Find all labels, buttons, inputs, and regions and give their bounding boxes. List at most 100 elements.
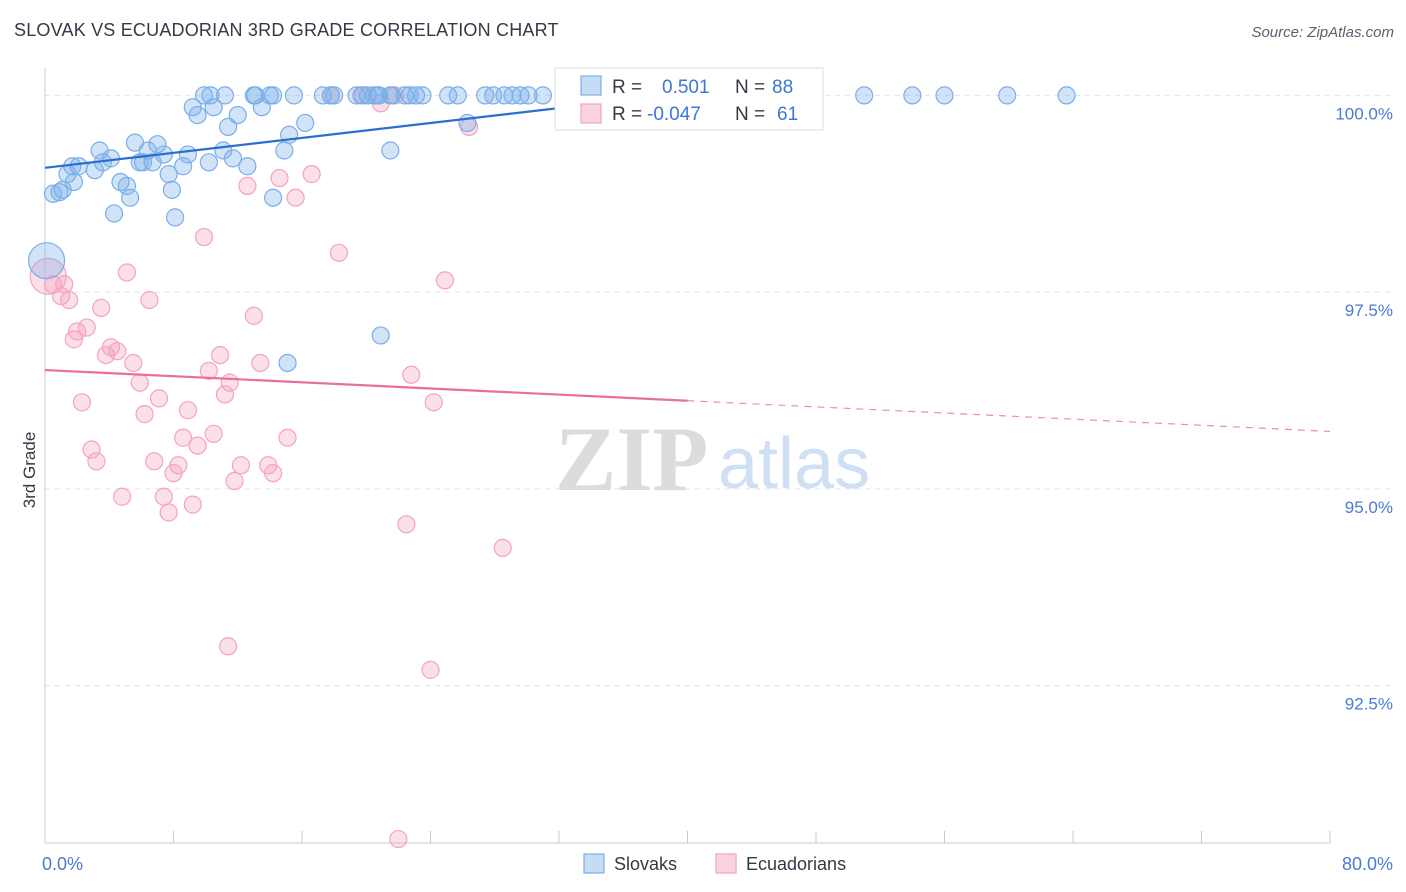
legend-ecuadorians-swatch [715,853,737,874]
watermark: ZIP atlas [555,408,870,510]
slovak-n-label: N = [735,77,765,98]
slovak-point [223,149,243,168]
ecuadorian-point [154,487,173,506]
ecuadorian-trend-extension [687,400,1331,433]
ecuadorian-point [286,188,305,207]
y-tick-label: 92.5% [1345,695,1393,714]
slovak-point [484,86,503,105]
slovak-point [194,86,214,105]
slovak-point [219,117,238,136]
slovak-point [448,86,467,105]
ecuadorian-point [68,322,87,341]
slovak-point [159,165,178,184]
slovak-point [104,204,124,223]
ecuadorian-point [263,464,283,483]
source-label: Source: ZipAtlas.com [1251,24,1394,41]
slovak-point [519,86,538,105]
ecuadorian-point [389,829,408,849]
ecuadorian-r-label: R = [612,104,642,125]
ecuadorian-point [169,456,188,475]
slovak-point [188,105,207,125]
chart-title: SLOVAK VS ECUADORIAN 3RD GRADE CORRELATI… [14,20,559,40]
ecuadorian-point [92,298,111,317]
ecuadorian-point [302,165,321,184]
y-tick-label: 100.0% [1335,104,1393,123]
ecuadorian-trend-line [44,368,688,402]
slovak-r-label: R = [612,77,642,98]
y-axis-label: 3rd Grade [20,432,39,509]
ecuadorian-point [55,275,74,294]
slovak-point [133,153,153,172]
ecuadorian-point [493,538,512,557]
ecuadorian-point [112,487,132,506]
ecuadorian-point [145,452,164,471]
ecuadorian-n-label: N = [735,104,765,125]
slovak-point [263,188,283,207]
y-tick-label: 95.0% [1345,498,1393,517]
y-tick-label: 97.5% [1345,301,1393,320]
slovak-points [28,86,1076,373]
y-tick-labels: 100.0% 97.5% 95.0% 92.5% [1335,104,1393,713]
ecuadorian-point [135,405,154,424]
ecuadorian-point [149,389,169,408]
ecuadorian-point [424,393,443,412]
ecuadorian-point [159,503,178,522]
ecuadorian-point [59,290,79,310]
ecuadorian-point [178,401,198,420]
ecuadorian-point [194,227,214,247]
ecuadorian-point [238,176,257,196]
slovak-point [855,86,874,105]
ecuadorian-point [244,306,263,325]
slovak-point [368,86,387,105]
ecuadorian-point [421,660,440,679]
ecuadorian-point [82,440,101,459]
legend-slovaks-label: Slovaks [614,854,677,874]
slovak-point [64,172,84,192]
slovak-point [121,188,140,207]
ecuadorian-point [329,243,349,262]
ecuadorian-swatch [580,103,602,124]
slovak-point [28,242,66,280]
ecuadorian-point [225,471,244,491]
slovak-r-value: 0.501 [662,77,710,98]
slovak-point [352,86,371,105]
slovak-point [215,86,234,105]
x-tick-labels: 0.0% 80.0% [42,854,1393,874]
ecuadorian-point [124,353,143,373]
ecuadorian-point [215,385,234,404]
slovak-point [275,141,294,160]
ecuadorian-point [251,353,270,373]
slovak-point [371,326,390,345]
slovak-point [50,183,69,202]
ecuadorian-point [77,318,96,337]
slovak-swatch [580,75,602,96]
slovak-point [935,86,954,105]
slovak-point [284,86,304,105]
ecuadorian-point [72,393,92,412]
slovak-point [166,208,185,227]
slovak-point [1057,86,1076,105]
ecuadorian-point [270,168,289,188]
ecuadorian-point [117,263,137,282]
ecuadorian-point [183,495,202,514]
slovak-n-value: 88 [772,77,793,98]
slovak-point [263,86,283,105]
slovak-point [178,145,198,164]
ecuadorian-point [210,346,230,365]
slovak-point [321,86,341,105]
ecuadorian-point [435,271,455,290]
ecuadorian-point [397,515,416,534]
slovak-point [238,157,257,176]
ecuadorian-point [188,436,207,455]
legend-slovaks-swatch [583,853,605,874]
slovak-point [998,86,1017,105]
slovak-point [69,157,88,176]
ecuadorian-point [219,637,238,656]
ecuadorian-n-value: 61 [777,104,798,125]
slovak-point [148,135,167,154]
stats-legend: R = 0.501 N = 88 R = -0.047 N = 61 [554,67,824,131]
slovak-point [204,98,223,117]
ecuadorian-point [174,428,193,447]
slovak-point [413,86,432,105]
slovak-point [296,113,315,133]
